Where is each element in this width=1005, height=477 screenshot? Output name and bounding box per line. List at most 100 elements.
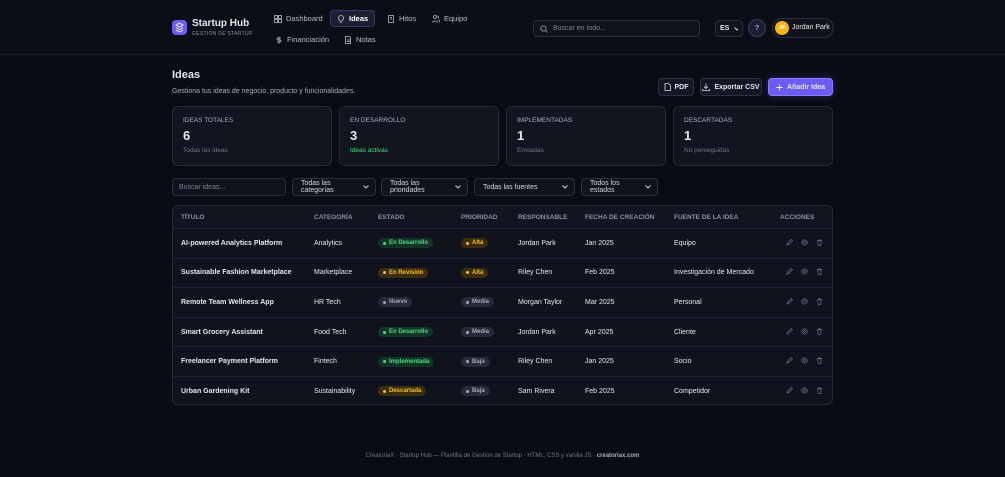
cell: Riley Chen bbox=[518, 269, 553, 277]
logo[interactable] bbox=[172, 20, 187, 35]
actions bbox=[780, 357, 832, 366]
cell: Jan 2025 bbox=[585, 358, 614, 366]
column-header: RESPONSABLE bbox=[518, 213, 568, 221]
action-icon[interactable] bbox=[786, 386, 794, 396]
cell: Sustainable Fashion Marketplace bbox=[181, 269, 292, 277]
avatar: JP bbox=[775, 21, 789, 35]
footer-link[interactable]: creatoriax.com bbox=[596, 453, 640, 459]
action-icon[interactable] bbox=[786, 238, 794, 248]
stat-value: 3 bbox=[350, 128, 358, 143]
brand-name: Startup Hub bbox=[192, 18, 250, 29]
stat-note: Enviadas bbox=[517, 147, 544, 154]
nav-item[interactable]: Notas bbox=[338, 31, 382, 48]
cell: Feb 2025 bbox=[585, 387, 615, 395]
action-icon[interactable] bbox=[786, 268, 794, 277]
cell: Equipo bbox=[674, 239, 696, 247]
cell: Cliente bbox=[674, 328, 696, 336]
table-row: Urban Gardening Kit Sustainability Descart… bbox=[173, 375, 832, 404]
nav-label: Dashboard bbox=[286, 14, 323, 23]
action-icon[interactable] bbox=[816, 239, 823, 248]
badge-label: Baja bbox=[472, 358, 485, 365]
add-idea-button[interactable]: Añadir Idea bbox=[768, 78, 833, 96]
action-icon[interactable] bbox=[816, 268, 823, 277]
nav-item[interactable]: Ideas bbox=[330, 10, 376, 27]
help-button[interactable]: ? bbox=[748, 19, 766, 37]
badge-label: En Desarrollo bbox=[389, 329, 429, 336]
badge-label: En Desarrollo bbox=[389, 240, 429, 247]
search-placeholder: Buscar ideas... bbox=[179, 183, 226, 191]
action-icon[interactable] bbox=[816, 328, 823, 337]
cell: Smart Grocery Assistant bbox=[181, 328, 263, 336]
action-icon[interactable] bbox=[786, 297, 794, 307]
action-icon[interactable] bbox=[801, 328, 808, 337]
column-header: TÍTULO bbox=[181, 213, 205, 221]
cell: Morgan Taylor bbox=[518, 298, 563, 306]
nav-label: Notas bbox=[356, 35, 376, 44]
nav-item[interactable]: Equipo bbox=[426, 10, 473, 27]
cell: Media bbox=[461, 327, 518, 338]
filter-select[interactable]: Todas las fuentes bbox=[474, 178, 575, 196]
cell: Personal bbox=[674, 298, 702, 306]
action-icon[interactable] bbox=[816, 357, 823, 366]
actions bbox=[780, 327, 832, 337]
filter-select[interactable]: Todas las prioridades bbox=[381, 178, 468, 196]
action-icon[interactable] bbox=[801, 268, 808, 277]
priority-badge: Alta bbox=[461, 238, 489, 249]
cell: En Desarrollo bbox=[378, 238, 461, 249]
chevron bbox=[562, 185, 568, 189]
actions bbox=[780, 297, 832, 307]
pdf-button[interactable]: PDF bbox=[658, 78, 694, 96]
nav-item[interactable]: Dashboard bbox=[268, 10, 329, 27]
export-button[interactable]: Exportar CSV bbox=[700, 78, 762, 96]
cell: En Desarrollo bbox=[378, 327, 461, 338]
cell: Apr 2025 bbox=[585, 328, 614, 336]
stat-card: EN DESARROLLO 3 Ideas activas bbox=[339, 106, 499, 166]
action-icon[interactable] bbox=[816, 387, 823, 396]
chevron bbox=[363, 185, 369, 189]
status-badge: En Desarrollo bbox=[378, 238, 434, 249]
badge-label: Alta bbox=[472, 269, 484, 276]
status-badge: Descartada bbox=[378, 386, 427, 397]
button-label: Exportar CSV bbox=[714, 83, 760, 91]
global-search[interactable]: Buscar en todo... bbox=[533, 20, 700, 37]
page-subtitle: Gestiona tus ideas de negocio, producto … bbox=[172, 88, 356, 95]
cell: Remote Team Wellness App bbox=[181, 298, 274, 306]
cell: Mar 2025 bbox=[585, 298, 615, 306]
filter-select[interactable]: Todas las categorías bbox=[292, 178, 376, 196]
action-icon[interactable] bbox=[786, 357, 794, 366]
stat-card: DESCARTADAS 1 No perseguidas bbox=[673, 106, 833, 166]
cell: Sam Rivera bbox=[518, 387, 555, 395]
stat-label: EN DESARROLLO bbox=[350, 117, 406, 124]
action-icon[interactable] bbox=[786, 327, 794, 337]
priority-badge: Media bbox=[461, 297, 495, 308]
priority-badge: Baja bbox=[461, 356, 490, 367]
action-icon[interactable] bbox=[801, 357, 808, 366]
action-icon[interactable] bbox=[801, 298, 808, 307]
action-icon[interactable] bbox=[801, 239, 808, 248]
cell: Descartada bbox=[378, 386, 461, 397]
cell: HR Tech bbox=[314, 298, 341, 306]
footer: CreatoriaX · Startup Hub — Plantilla de … bbox=[0, 453, 1005, 459]
action-icon[interactable] bbox=[816, 298, 823, 307]
stat-note: Todas las ideas bbox=[183, 147, 228, 154]
badge-label: Media bbox=[472, 299, 490, 306]
column-header: PRIORIDAD bbox=[461, 213, 498, 221]
nav-item[interactable]: Hitos bbox=[381, 10, 422, 27]
page-title: Ideas bbox=[172, 69, 201, 81]
table-row: Sustainable Fashion Marketplace Marketpla… bbox=[173, 257, 832, 288]
priority-badge: Media bbox=[461, 327, 495, 338]
filter-select[interactable]: Todos los estados bbox=[581, 178, 658, 196]
cell: Nuevo bbox=[378, 297, 461, 308]
stat-card: IMPLEMENTADAS 1 Enviadas bbox=[506, 106, 666, 166]
language-select[interactable]: ES bbox=[715, 20, 743, 37]
stat-label: DESCARTADAS bbox=[684, 117, 733, 124]
nav-item[interactable]: Financiación bbox=[269, 31, 335, 48]
filter-label: Todas las fuentes bbox=[483, 183, 538, 191]
action-icon[interactable] bbox=[801, 387, 808, 396]
priority-badge: Baja bbox=[461, 386, 490, 397]
idea-search[interactable]: Buscar ideas... bbox=[172, 178, 286, 196]
status-badge: Implementada bbox=[378, 356, 435, 367]
cell: Baja bbox=[461, 386, 518, 397]
column-header: ESTADO bbox=[378, 213, 405, 221]
